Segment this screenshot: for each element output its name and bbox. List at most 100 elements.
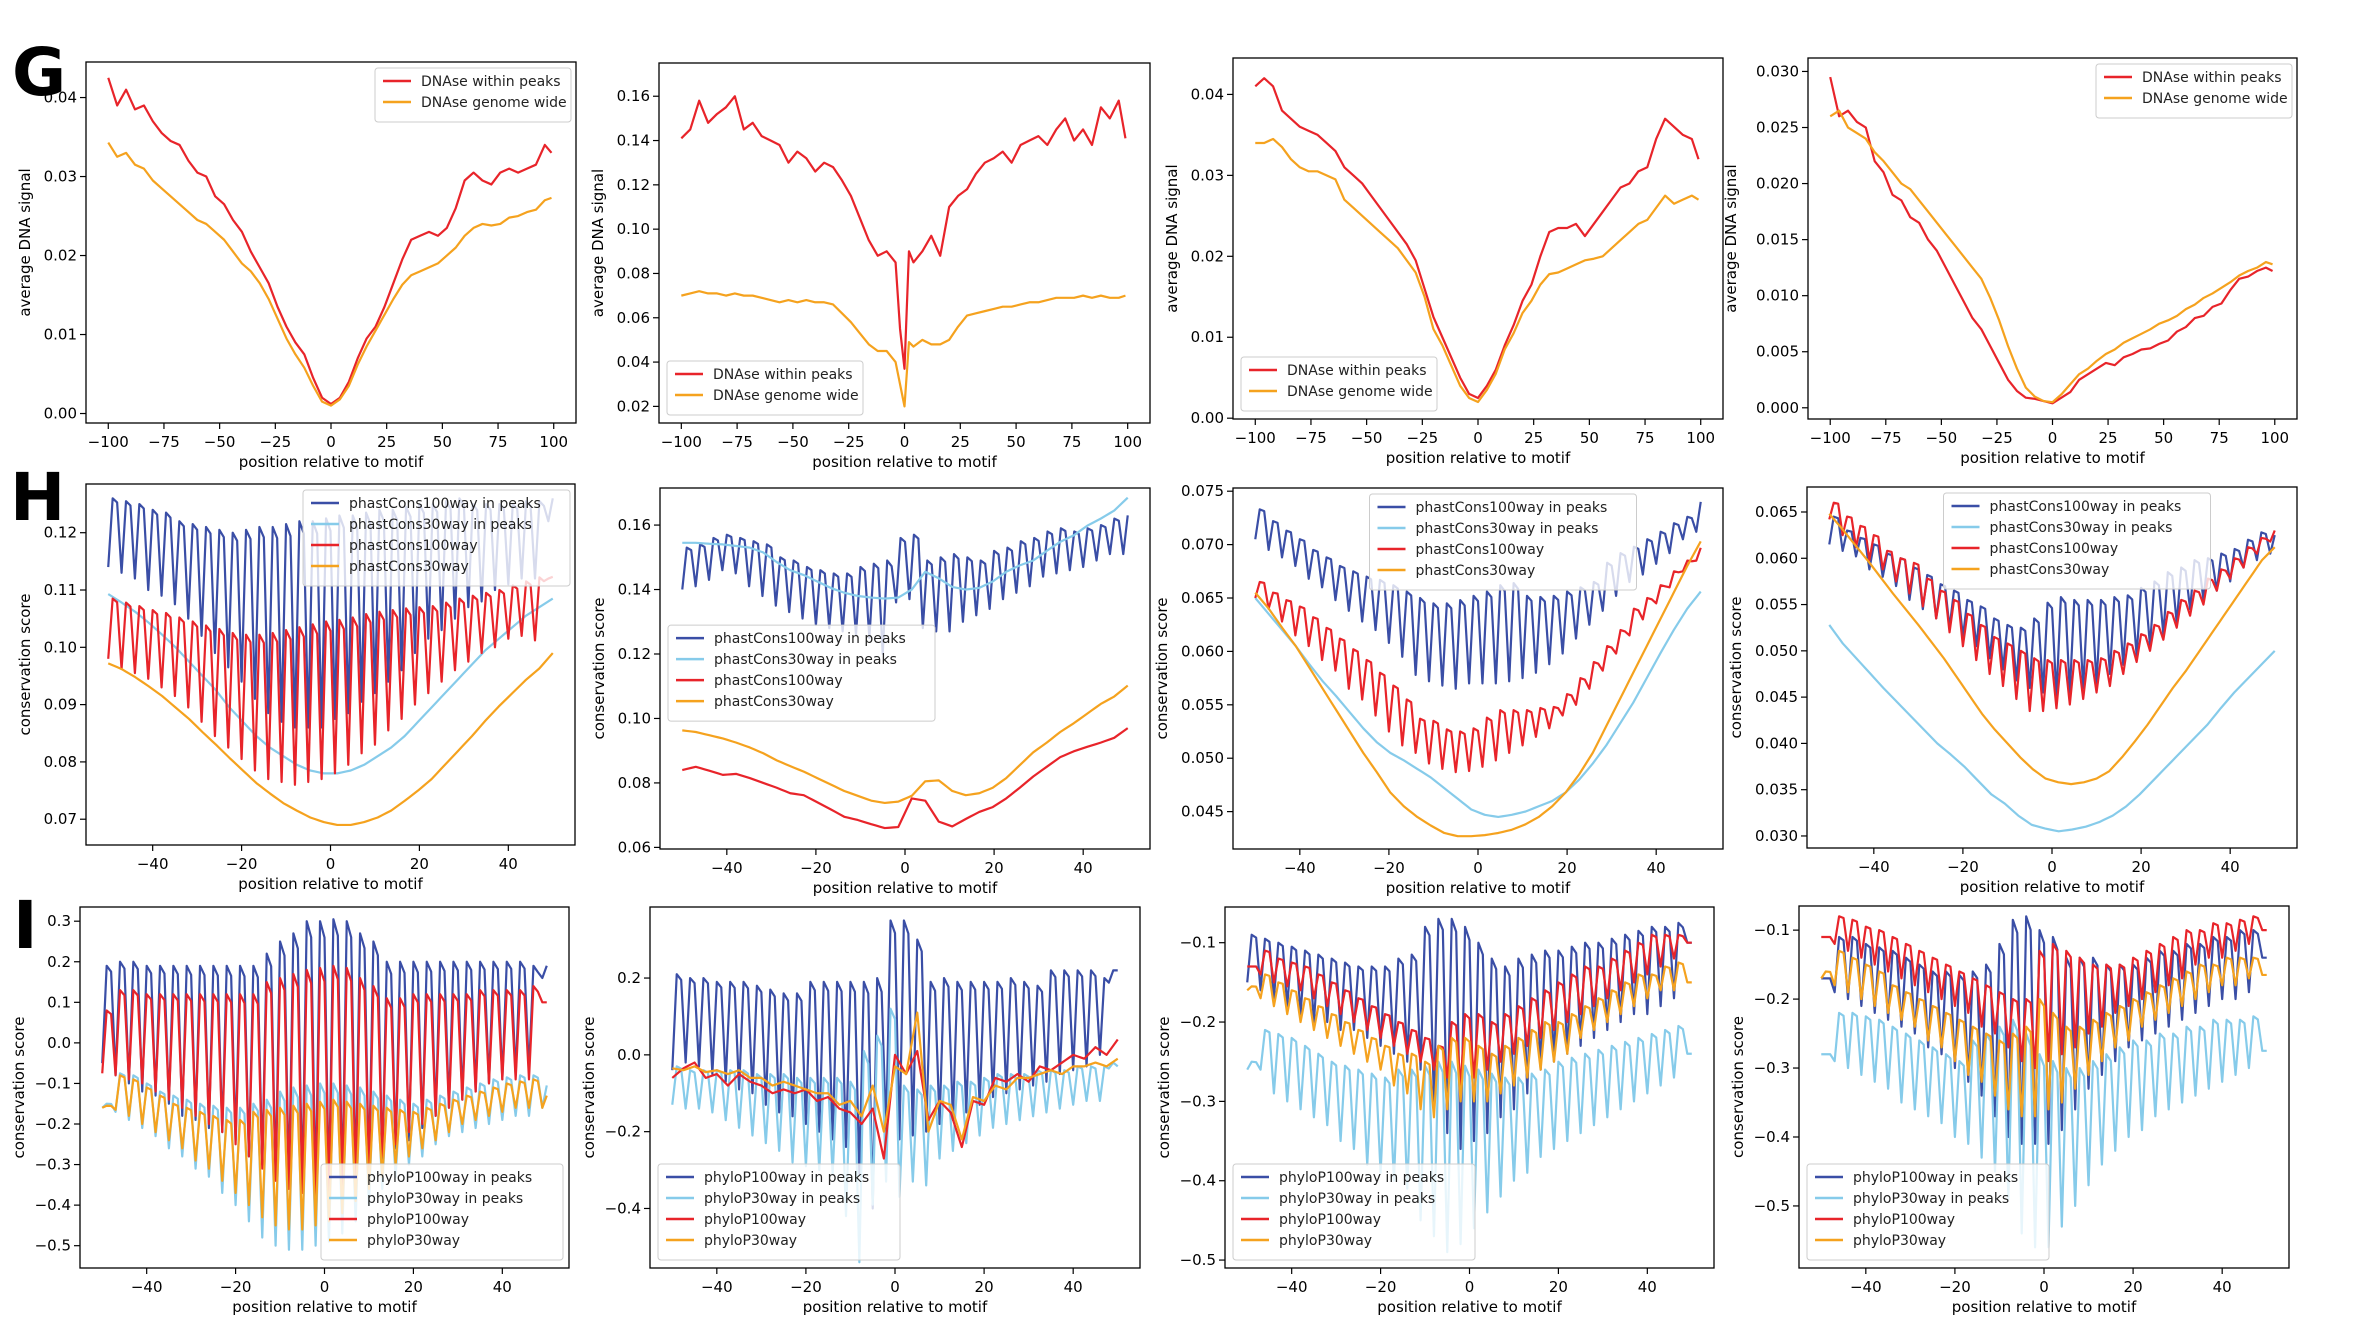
series-group [680,95,1127,408]
legend-label: phastCons100way [1990,541,2119,557]
row-label-h: H [10,459,66,536]
x-tick-label: 0 [326,433,336,451]
y-axis-label: average DNA signal [1722,164,1740,312]
chart-panel-i3: −40 −20 0 20 40 −0.5 −0.4 −0.3 −0.2 −0.1 position … [1155,906,1715,1316]
series-line-phylop100way-in-peaks [1821,915,2267,1145]
series-line-phylop100way [1247,933,1692,1087]
y-axis-label: conservation score [590,597,608,739]
y-tick-label: 0.060 [1755,549,1798,567]
x-tick-label: 0 [2047,858,2057,876]
y-tick-label: 0.06 [618,838,651,856]
x-tick-label: 75 [1062,433,1081,451]
y-tick-label: 0.055 [1181,696,1224,714]
legend-box [1806,1163,2050,1261]
legend-box [1943,492,2211,590]
y-tick-label: 0.1 [47,993,71,1011]
y-tick-label: −0.4 [1180,1172,1216,1190]
legend-label: DNAse within peaks [713,367,853,383]
y-axis-label: average DNA signal [16,168,34,316]
x-tick-label: 50 [433,433,452,451]
series-line-phastcons30way-in-peaks [1828,624,2276,833]
legend-label: phastCons30way [714,694,834,710]
x-tick-label: 20 [2124,1278,2143,1296]
legend-label: phyloP100way [1279,1212,1381,1228]
x-tick-label: −75 [721,433,753,451]
legend-label: phastCons30way in peaks [1416,521,1599,537]
y-tick-label: 0.02 [617,397,650,415]
series-line-phastcons30way [682,684,1129,805]
legend-label: phyloP100way [1853,1212,1955,1228]
y-tick-label: 0.00 [44,405,77,423]
x-tick-label: 0 [1473,429,1483,447]
legend-label: phyloP100way in peaks [367,1170,532,1186]
y-tick-label: 0.16 [618,516,651,534]
legend-label: phastCons100way [349,538,478,554]
y-tick-label: 0.12 [618,645,651,663]
legend-label: phastCons30way in peaks [1990,520,2173,536]
legend-label: phyloP30way [704,1233,797,1249]
series-group [1246,917,1692,1254]
x-tick-label: −40 [701,1278,733,1296]
x-tick-label: −50 [1351,429,1383,447]
series-group [1820,915,2267,1249]
y-tick-label: 0.065 [1755,503,1798,521]
y-tick-label: 0.035 [1755,781,1798,799]
x-tick-label: −40 [1284,859,1316,877]
row-label-i: I [13,887,38,964]
y-tick-label: 0.000 [1756,399,1799,417]
legend-label: phastCons30way in peaks [714,652,897,668]
x-tick-label: 75 [2210,429,2229,447]
y-tick-label: −0.2 [605,1123,641,1141]
legend-box [320,1163,564,1261]
x-tick-label: −20 [1373,859,1405,877]
legend-label: DNAse within peaks [2142,70,2282,86]
y-tick-label: 0.08 [618,774,651,792]
x-tick-label: −25 [1406,429,1438,447]
legend-box [1369,493,1637,591]
series-line-phylop100way [671,1038,1119,1160]
x-tick-label: 40 [499,855,518,873]
y-tick-label: 0.08 [44,753,77,771]
y-tick-label: 0.030 [1756,62,1799,80]
x-tick-label: 50 [2154,429,2173,447]
x-tick-label: −40 [1858,858,1890,876]
x-tick-label: 75 [488,433,507,451]
x-tick-label: 25 [1524,429,1543,447]
x-axis-label: position relative to motif [1960,449,2145,467]
series-line-phylop30way-in-peaks [671,1007,1119,1264]
legend-box [374,67,572,123]
y-tick-label: 0.2 [617,969,641,987]
legend-label: phyloP100way in peaks [1853,1170,2018,1186]
x-tick-label: 50 [1007,433,1026,451]
y-tick-label: 0.055 [1755,596,1798,614]
y-tick-label: 0.14 [618,581,651,599]
x-tick-label: 40 [1638,1278,1657,1296]
y-tick-label: 0.025 [1756,119,1799,137]
legend: phyloP100way in peaks phyloP30way in peak… [1232,1163,1476,1261]
y-tick-label: −0.5 [35,1237,71,1255]
y-tick-label: 0.10 [618,709,651,727]
y-tick-label: 0.075 [1181,482,1224,500]
x-tick-label: −50 [777,433,809,451]
series-line-phylop30way-in-peaks [1821,1011,2267,1249]
chart-panel-i1: −40 −20 0 20 40 −0.5 −0.4 −0.3 −0.2 −0.1 0.0 0.1 0.2… [10,906,570,1316]
x-tick-label: 40 [2221,858,2240,876]
y-tick-label: 0.015 [1756,231,1799,249]
x-axis-label: position relative to motif [238,875,423,893]
legend-label: phastCons30way [1416,563,1536,579]
y-axis-label: conservation score [1729,1016,1747,1158]
y-tick-label: 0.01 [44,326,77,344]
y-tick-label: 0.04 [1191,85,1224,103]
legend-label: phastCons100way in peaks [1416,500,1608,516]
x-tick-label: 0 [326,855,336,873]
legend-label: phastCons30way in peaks [349,517,532,533]
legend-box [657,1163,901,1261]
x-tick-label: 20 [1558,859,1577,877]
series-group [671,919,1119,1264]
legend-label: phastCons100way [714,673,843,689]
series-line-phastcons30way-in-peaks [1254,590,1702,819]
chart-panel-h4: −40 −20 0 20 40 0.030 0.035 0.040 0.045 0.050 0.05… [1727,486,2298,896]
y-tick-label: 0.060 [1181,642,1224,660]
x-axis-label: position relative to motif [1952,1298,2137,1316]
